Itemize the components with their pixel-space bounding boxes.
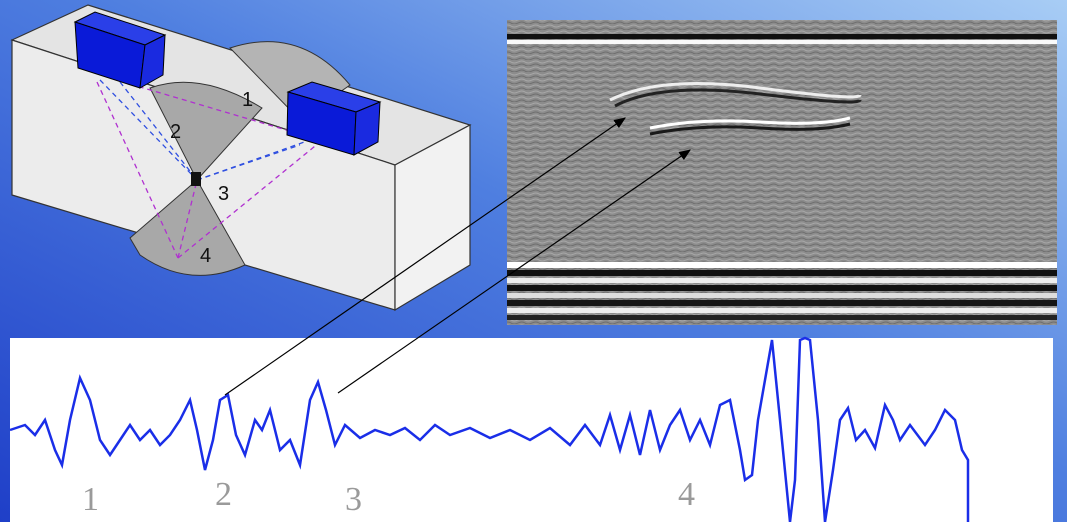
path-label: 3 <box>218 183 229 205</box>
band <box>507 34 1057 39</box>
bottom-layers <box>507 262 1057 320</box>
event-label: 4 <box>678 476 695 513</box>
event-label: 3 <box>345 481 362 518</box>
event-label: 2 <box>215 476 232 513</box>
radargram <box>507 20 1057 325</box>
path-label: 1 <box>242 89 253 111</box>
event-label: 1 <box>82 481 99 518</box>
scene: 1 2 3 4 1 2 3 4 <box>0 0 1067 522</box>
path-label: 4 <box>200 245 211 267</box>
band <box>507 40 1057 44</box>
page: 1 2 3 4 1 2 3 4 (() => { <box>0 0 1067 522</box>
target <box>191 172 201 186</box>
path-label: 2 <box>170 121 181 143</box>
